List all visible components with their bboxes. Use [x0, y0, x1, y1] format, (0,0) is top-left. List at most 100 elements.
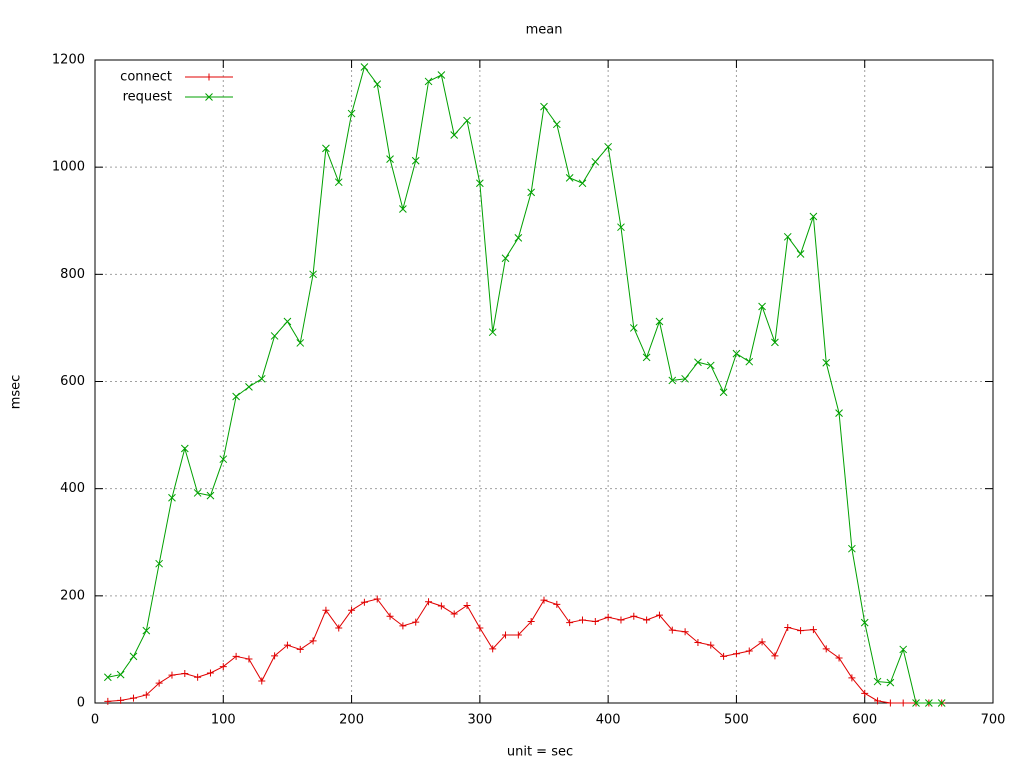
series-line: [107, 65, 942, 704]
point-marker: [168, 671, 176, 679]
point-marker: [797, 627, 805, 635]
point-marker: [412, 618, 420, 626]
point-marker: [706, 361, 715, 370]
point-marker: [540, 596, 548, 604]
point-marker: [411, 156, 420, 165]
point-marker: [193, 489, 202, 497]
point-marker: [617, 616, 625, 624]
point-marker: [873, 677, 882, 686]
point-marker: [707, 641, 715, 649]
point-marker: [219, 455, 228, 464]
point-marker: [758, 638, 766, 646]
point-marker: [848, 544, 856, 553]
y-tick-label: 1200: [52, 53, 85, 68]
point-marker: [668, 376, 677, 385]
point-marker: [219, 663, 227, 671]
point-marker: [399, 622, 407, 630]
x-tick-label: 100: [211, 713, 236, 728]
legend-label: connect: [120, 70, 172, 85]
point-marker: [642, 353, 651, 362]
x-tick-label: 400: [596, 713, 621, 728]
point-marker: [732, 650, 740, 658]
point-marker: [322, 144, 330, 153]
x-tick-label: 600: [852, 713, 877, 728]
point-marker: [232, 652, 240, 660]
point-marker: [745, 357, 754, 366]
point-marker: [373, 595, 381, 603]
legend-label: request: [123, 90, 172, 105]
point-marker: [745, 647, 753, 655]
point-marker: [181, 670, 189, 678]
point-marker: [347, 109, 356, 118]
x-tick-label: 0: [91, 713, 99, 728]
y-axis-label: msec: [9, 375, 24, 410]
point-marker: [514, 234, 523, 242]
point-marker: [540, 102, 548, 111]
point-marker: [424, 77, 433, 86]
point-marker: [283, 641, 291, 649]
point-marker: [437, 71, 446, 79]
x-tick-label: 300: [467, 713, 492, 728]
y-tick-label: 600: [60, 374, 85, 389]
y-tick-label: 1000: [52, 160, 85, 175]
point-marker: [180, 444, 189, 453]
point-marker: [643, 616, 651, 624]
point-marker: [848, 674, 856, 682]
point-marker: [694, 638, 702, 646]
point-marker: [476, 179, 484, 188]
point-marker: [296, 339, 305, 347]
point-marker: [322, 606, 330, 614]
legend-marker: [205, 73, 213, 81]
point-marker: [835, 654, 843, 662]
x-axis-label: unit = sec: [507, 745, 573, 760]
point-marker: [129, 652, 138, 661]
point-marker: [373, 80, 382, 88]
point-marker: [502, 631, 510, 639]
point-marker: [168, 493, 176, 502]
point-marker: [630, 612, 638, 620]
point-marker: [860, 618, 869, 627]
point-marker: [257, 374, 266, 383]
point-marker: [899, 699, 907, 707]
point-marker: [771, 652, 779, 660]
point-marker: [617, 223, 625, 232]
point-marker: [514, 631, 522, 639]
plot-frame: [94, 59, 994, 704]
point-marker: [155, 559, 163, 568]
point-marker: [732, 349, 741, 358]
point-marker: [668, 626, 676, 634]
point-marker: [271, 652, 279, 660]
point-marker: [604, 142, 612, 151]
point-marker: [348, 606, 356, 614]
point-marker: [386, 155, 394, 163]
point-marker: [566, 619, 574, 627]
point-marker: [565, 174, 574, 182]
point-marker: [937, 699, 946, 707]
point-marker: [245, 655, 253, 663]
series-line: [107, 598, 942, 704]
point-marker: [822, 645, 830, 653]
point-marker: [835, 409, 843, 417]
point-marker: [578, 616, 586, 624]
point-marker: [681, 628, 689, 636]
point-marker: [463, 601, 471, 609]
point-marker: [245, 383, 253, 391]
point-marker: [232, 392, 240, 401]
point-marker: [899, 645, 908, 654]
legend-marker: [205, 93, 213, 101]
point-marker: [552, 120, 561, 129]
point-marker: [861, 689, 869, 697]
point-marker: [553, 600, 561, 608]
point-marker: [758, 302, 766, 311]
y-tick-label: 800: [60, 267, 85, 282]
point-marker: [655, 611, 663, 619]
point-marker: [809, 626, 817, 634]
point-marker: [334, 178, 343, 187]
point-marker: [783, 232, 792, 241]
point-marker: [450, 131, 459, 139]
point-marker: [681, 374, 689, 383]
point-marker: [809, 212, 818, 221]
point-marker: [796, 250, 805, 258]
point-marker: [206, 491, 215, 500]
